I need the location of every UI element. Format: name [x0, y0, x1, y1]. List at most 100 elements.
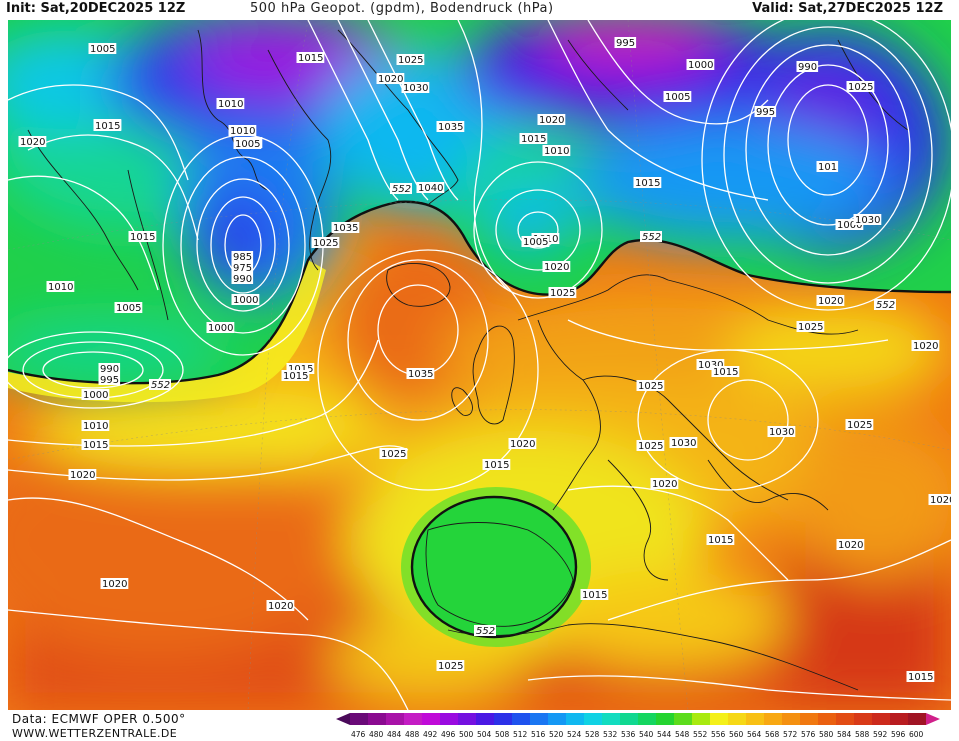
pressure-label-bg: [636, 440, 665, 451]
contour-552-labels: 552 552 552 552 552: [149, 183, 896, 637]
pressure-label: 1035: [408, 369, 433, 380]
legend-swatch: [494, 713, 512, 725]
pressure-label: 101: [818, 162, 837, 173]
legend-tick-label: 576: [801, 730, 816, 739]
pressure-label-bg: [911, 340, 940, 351]
pressure-label-bg: [706, 534, 735, 545]
pressure-label-bg: [928, 494, 951, 505]
pressure-label-bg: [542, 145, 571, 156]
pressure-label: 1015: [708, 535, 733, 546]
pressure-label: 1020: [70, 470, 95, 481]
pressure-label: 1025: [638, 381, 663, 392]
pressure-label-bg: [853, 214, 882, 225]
pressure-label: 1005: [90, 44, 115, 55]
pressure-label-bg: [379, 448, 408, 459]
pressure-label: 1000: [233, 295, 258, 306]
pressure-label-bg: [206, 322, 235, 333]
legend-tick-label: 588: [855, 730, 870, 739]
pressure-label-bg: [128, 231, 157, 242]
pressure-label-bg: [416, 182, 445, 193]
init-time: Init: Sat,20DEC2025 12Z: [6, 1, 186, 16]
pressure-label: 1000: [83, 390, 108, 401]
pressure-label: 1020: [930, 495, 951, 506]
legend-tick-label: 512: [513, 730, 528, 739]
pressure-label: 1030: [855, 215, 880, 226]
pressure-label-bg: [81, 439, 110, 450]
legend-tick-label: 524: [567, 730, 582, 739]
legend-tick-label: 496: [441, 730, 456, 739]
pressure-label-bg: [835, 219, 864, 230]
pressure-label-bg: [401, 82, 430, 93]
header-bar: Init: Sat,20DEC2025 12Z 500 hPa Geopot. …: [0, 0, 959, 20]
pressure-label: 990: [233, 274, 252, 285]
pressure-label-bg: [228, 125, 257, 136]
pressure-label-bg: [845, 419, 874, 430]
legend-swatch: [674, 713, 692, 725]
pressure-label-bg: [231, 273, 254, 284]
pressure-label: 1020: [818, 296, 843, 307]
graticule: [8, 20, 951, 710]
legend-swatch: [764, 713, 782, 725]
pressure-label-bg: [93, 120, 122, 131]
legend-swatch: [710, 713, 728, 725]
svg-text:552: 552: [392, 184, 411, 195]
pressure-label-bg: [114, 302, 143, 313]
pressure-label: 1025: [638, 441, 663, 452]
legend-swatch: [890, 713, 908, 725]
pressure-label: 1015: [521, 134, 546, 145]
legend-swatch: [692, 713, 710, 725]
legend-tick-label: 552: [693, 730, 708, 739]
pressure-label-bg: [100, 578, 129, 589]
legend-swatch: [728, 713, 746, 725]
legend-swatch: [458, 713, 476, 725]
pressure-label-bg: [906, 671, 935, 682]
pressure-label: 1020: [913, 341, 938, 352]
pressure-label-bg: [711, 366, 740, 377]
pressure-label-bg: [548, 287, 577, 298]
legend-swatch: [620, 713, 638, 725]
pressure-label: 1005: [116, 303, 141, 314]
pressure-label: 1015: [298, 53, 323, 64]
pressure-label-bg: [521, 236, 550, 247]
pressure-label-bg: [406, 368, 435, 379]
pressure-label: 1020: [652, 479, 677, 490]
pressure-label: 1010: [48, 282, 73, 293]
pressure-label-bg: [846, 81, 875, 92]
legend-tick-label: 488: [405, 730, 420, 739]
legend-tick-label: 548: [675, 730, 690, 739]
pressure-label-bg: [686, 59, 715, 70]
pressure-label: 1015: [83, 440, 108, 451]
pressure-label: 995: [616, 38, 635, 49]
legend-swatch: [836, 713, 854, 725]
legend-swatch: [386, 713, 404, 725]
pressure-label: 1010: [230, 126, 255, 137]
pressure-label-bg: [46, 281, 75, 292]
pressure-label-bg: [376, 73, 405, 84]
pressure-label-bg: [508, 438, 537, 449]
legend-arrow-left: [336, 713, 350, 725]
pressure-label: 1015: [95, 121, 120, 132]
pressure-label: 995: [756, 107, 775, 118]
legend-swatch: [746, 713, 764, 725]
pressure-label: 1010: [218, 99, 243, 110]
pressure-label-bg: [231, 251, 254, 262]
pressure-label: 1020: [20, 137, 45, 148]
weather-map[interactable]: 552 552 552 552 552 1005 1015 1025 1015 995 1…: [8, 20, 951, 710]
legend-tick-label: 572: [783, 730, 798, 739]
legend-tick-label: 532: [603, 730, 618, 739]
legend-swatch: [602, 713, 620, 725]
pressure-label-bg: [696, 359, 725, 370]
pressure-label-bg: [542, 261, 571, 272]
legend-tick-label: 584: [837, 730, 852, 739]
pressure-label: 1025: [438, 661, 463, 672]
pressure-label: 1005: [235, 139, 260, 150]
pressure-label: 1030: [698, 360, 723, 371]
pressure-label: 1020: [268, 601, 293, 612]
pressure-label-bg: [537, 114, 566, 125]
pressure-label: 1025: [848, 82, 873, 93]
legend-swatch: [476, 713, 494, 725]
pressure-label-bg: [816, 161, 839, 172]
pressure-label: 1030: [671, 438, 696, 449]
legend-swatch: [566, 713, 584, 725]
pressure-label: 975: [233, 263, 252, 274]
